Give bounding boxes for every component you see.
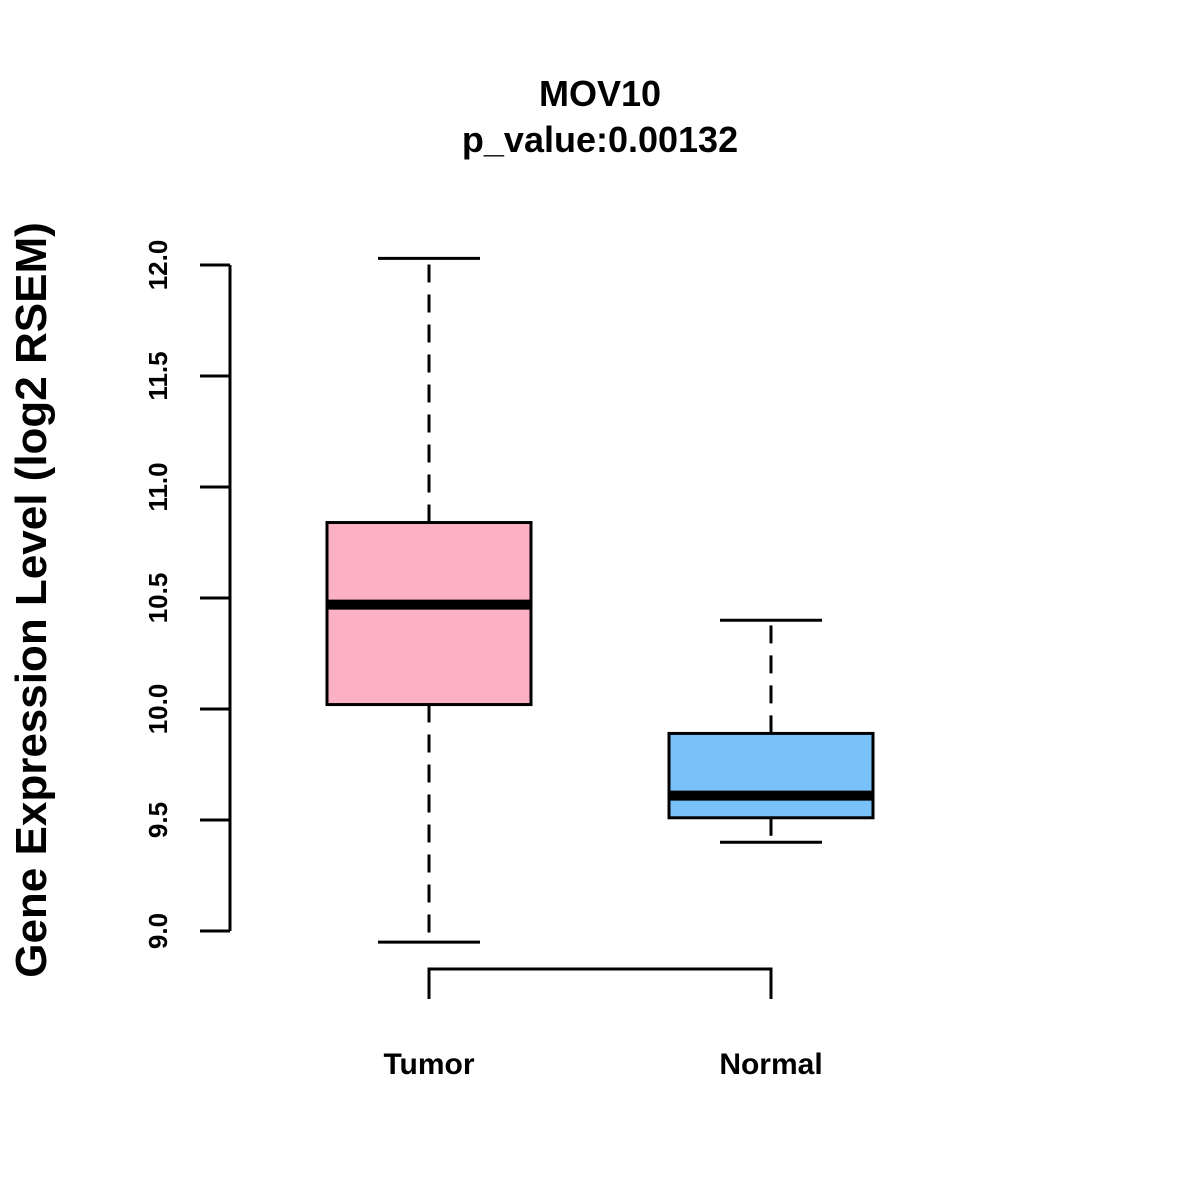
bracket-line [427,967,773,999]
y-tick-label: 11.0 [143,462,173,511]
y-tick-label: 11.5 [143,351,173,400]
box-normal [667,618,875,844]
y-tick-label: 10.0 [143,684,173,735]
chart-subtitle: p_value:0.00132 [462,119,738,160]
comparison-bracket [427,967,773,999]
x-label-tumor: Tumor [383,1048,474,1081]
y-tick-label: 9.0 [143,913,173,949]
y-axis: 9.0 9.5 10.0 10.5 11.0 11.5 12.0 [143,240,232,949]
x-axis-labels: Tumor Normal [383,1048,822,1081]
iqr-box [325,521,533,707]
box-tumor [325,256,533,944]
y-axis-label: Gene Expression Level (log2 RSEM) [7,222,56,978]
y-tick-label: 12.0 [143,240,173,291]
y-tick-label: 10.5 [143,573,173,624]
box-group [325,256,875,944]
iqr-box [667,731,875,820]
x-label-normal: Normal [719,1048,822,1081]
y-tick-label: 9.5 [143,802,173,838]
chart-title: MOV10 [539,73,661,114]
